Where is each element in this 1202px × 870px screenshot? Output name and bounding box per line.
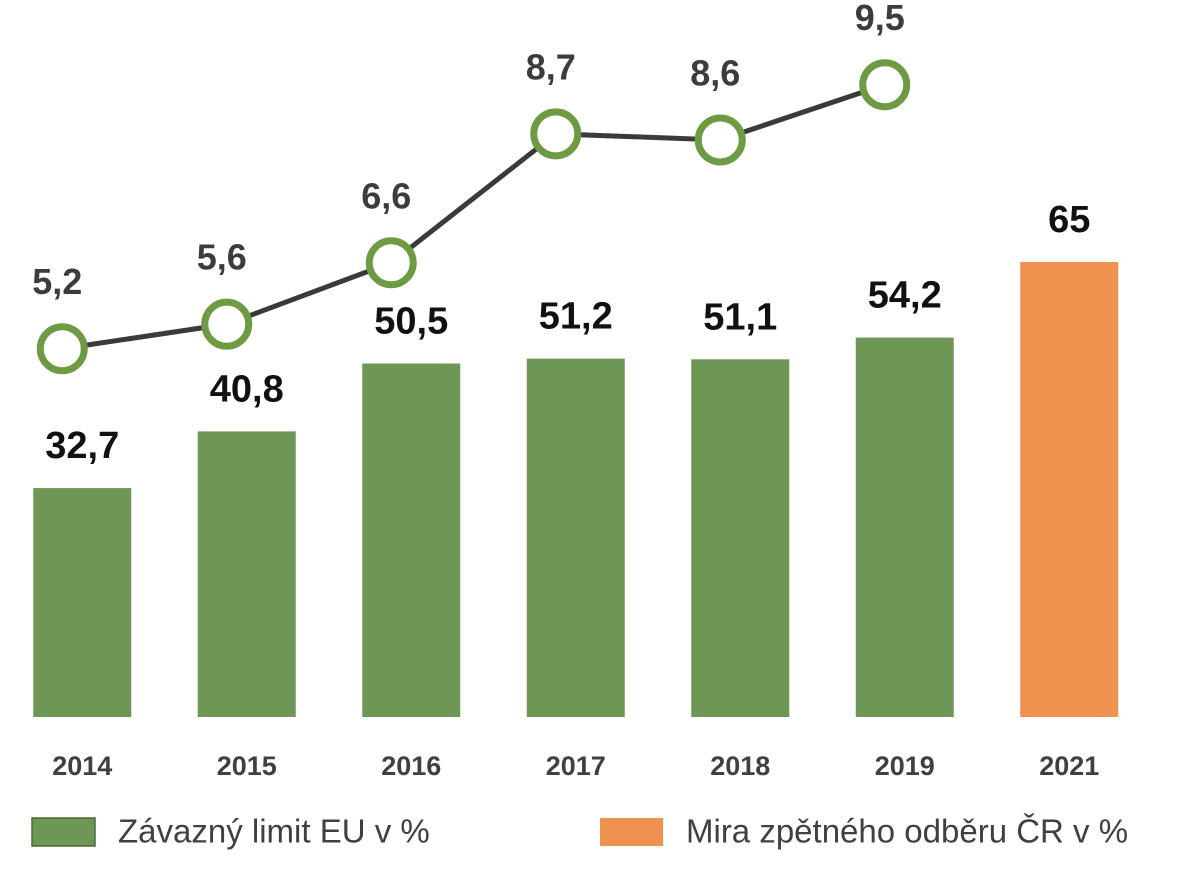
bar-value-label: 32,7 xyxy=(45,425,119,467)
x-tick-label: 2017 xyxy=(546,751,606,781)
x-tick-label: 2015 xyxy=(217,751,277,781)
bar-value-label: 65 xyxy=(1048,199,1090,241)
x-tick-label: 2014 xyxy=(52,751,112,781)
line xyxy=(61,82,886,352)
line-marker xyxy=(201,298,253,350)
legend-swatch xyxy=(600,818,663,846)
bar xyxy=(1020,262,1119,717)
line-value-label: 9,5 xyxy=(855,0,905,38)
x-tick-label: 2021 xyxy=(1039,751,1099,781)
bar xyxy=(691,359,790,717)
line-marker xyxy=(530,108,582,160)
bar-value-label: 54,2 xyxy=(868,275,942,317)
x-tick-label: 2019 xyxy=(875,751,935,781)
bar xyxy=(526,358,625,717)
line-marker xyxy=(36,323,88,375)
line-value-label: 8,7 xyxy=(526,46,576,87)
x-tick-label: 2016 xyxy=(381,751,441,781)
line-marker xyxy=(859,59,911,111)
line-value-label: 6,6 xyxy=(361,175,411,216)
bar xyxy=(197,431,296,717)
bar xyxy=(362,363,461,717)
bar xyxy=(33,488,132,717)
legend-swatch xyxy=(31,817,96,847)
line-marker xyxy=(694,114,746,166)
bar-value-label: 50,5 xyxy=(374,301,448,343)
line-value-label: 8,6 xyxy=(690,52,740,93)
bar-value-label: 51,1 xyxy=(703,296,777,338)
line-marker xyxy=(365,237,417,289)
legend-label: Mira zpětného odběru ČR v % xyxy=(686,813,1128,850)
bar-value-label: 51,2 xyxy=(539,296,613,338)
line-value-label: 5,6 xyxy=(197,237,247,278)
legend-label: Závazný limit EU v % xyxy=(118,813,430,850)
bar xyxy=(855,337,954,717)
line-value-label: 5,2 xyxy=(32,261,82,302)
x-tick-label: 2018 xyxy=(710,751,770,781)
bar-value-label: 40,8 xyxy=(210,368,284,410)
